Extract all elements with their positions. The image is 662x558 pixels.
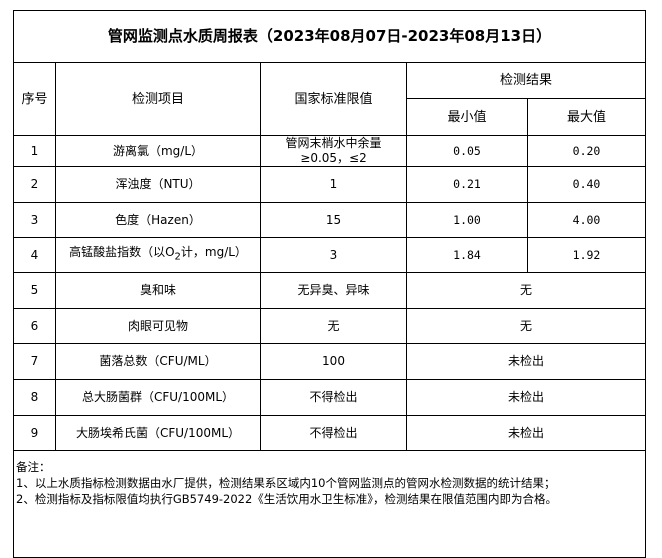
cell-min: 1.00	[406, 202, 528, 238]
cell-seq: 7	[13, 343, 56, 380]
cell-result: 未检出	[405, 343, 647, 380]
cell-item: 色度（Hazen）	[55, 202, 261, 238]
header-item: 检测项目	[55, 62, 261, 136]
note-line: 1、以上水质指标检测数据由水厂提供，检测结果系区域内10个管网监测点的管网水检测…	[16, 476, 556, 490]
cell-min: 0.21	[406, 166, 528, 203]
cell-min: 1.84	[406, 237, 528, 273]
header-standard: 国家标准限值	[260, 62, 407, 136]
header-max: 最大值	[526, 98, 647, 136]
cell-standard: 不得检出	[260, 415, 407, 451]
cell-item: 总大肠菌群（CFU/100ML）	[55, 379, 261, 416]
cell-standard: 不得检出	[260, 379, 407, 416]
cell-max: 4.00	[526, 202, 647, 238]
cell-standard: 无	[260, 308, 407, 344]
table-row: 5 臭和味 无异臭、异味 无	[13, 272, 647, 309]
cell-max: 0.20	[526, 135, 647, 167]
report-title: 管网监测点水质周报表（2023年08月07日-2023年08月13日）	[12, 10, 647, 63]
cell-item: 臭和味	[55, 272, 261, 309]
header-seq: 序号	[13, 62, 56, 136]
cell-standard: 100	[260, 343, 407, 380]
cell-standard: 1	[260, 166, 407, 203]
table-row: 2 浑浊度（NTU） 1 0.21 0.40	[13, 166, 647, 203]
cell-item: 游离氯（mg/L）	[55, 135, 261, 167]
water-quality-report-table: 管网监测点水质周报表（2023年08月07日-2023年08月13日） 序号 检…	[12, 10, 647, 558]
notes-heading: 备注：	[16, 460, 51, 474]
table-row: 7 菌落总数（CFU/ML） 100 未检出	[13, 343, 647, 380]
cell-result: 无	[405, 308, 647, 344]
header-min: 最小值	[406, 98, 528, 136]
item-subscript: 2	[174, 251, 181, 263]
cell-item: 菌落总数（CFU/ML）	[55, 343, 261, 380]
cell-standard: 15	[260, 202, 407, 238]
cell-result: 未检出	[405, 379, 647, 416]
cell-seq: 5	[13, 272, 56, 309]
cell-seq: 9	[13, 415, 56, 451]
header-result: 检测结果	[405, 62, 647, 99]
cell-standard: 3	[260, 237, 407, 273]
notes: 备注： 1、以上水质指标检测数据由水厂提供，检测结果系区域内10个管网监测点的管…	[12, 450, 647, 558]
cell-max: 0.40	[526, 166, 647, 203]
cell-min: 0.05	[406, 135, 528, 167]
item-text: 高锰酸盐指数（以O	[69, 245, 175, 260]
table-row: 1 游离氯（mg/L） 管网末梢水中余量≥0.05，≤2 0.05 0.20	[13, 135, 647, 167]
cell-seq: 2	[13, 166, 56, 203]
cell-max: 1.92	[526, 237, 647, 273]
cell-seq: 4	[13, 237, 56, 273]
cell-seq: 6	[13, 308, 56, 344]
table-row: 6 肉眼可见物 无 无	[13, 308, 647, 344]
cell-seq: 8	[13, 379, 56, 416]
table-row: 9 大肠埃希氏菌（CFU/100ML） 不得检出 未检出	[13, 415, 647, 451]
note-line: 2、检测指标及指标限值均执行GB5749-2022《生活饮用水卫生标准》，检测结…	[16, 492, 558, 506]
cell-seq: 1	[13, 135, 56, 167]
cell-item: 大肠埃希氏菌（CFU/100ML）	[55, 415, 261, 451]
table-row: 8 总大肠菌群（CFU/100ML） 不得检出 未检出	[13, 379, 647, 416]
cell-standard: 管网末梢水中余量≥0.05，≤2	[260, 135, 407, 167]
cell-seq: 3	[13, 202, 56, 238]
cell-result: 未检出	[405, 415, 647, 451]
cell-result: 无	[405, 272, 647, 309]
cell-item: 肉眼可见物	[55, 308, 261, 344]
cell-item: 浑浊度（NTU）	[55, 166, 261, 203]
table-row: 3 色度（Hazen） 15 1.00 4.00	[13, 202, 647, 238]
table-row: 4 高锰酸盐指数（以O2计，mg/L） 3 1.84 1.92	[13, 237, 647, 273]
item-text: 计，mg/L）	[180, 245, 247, 260]
cell-standard: 无异臭、异味	[260, 272, 407, 309]
cell-item: 高锰酸盐指数（以O2计，mg/L）	[55, 237, 261, 273]
